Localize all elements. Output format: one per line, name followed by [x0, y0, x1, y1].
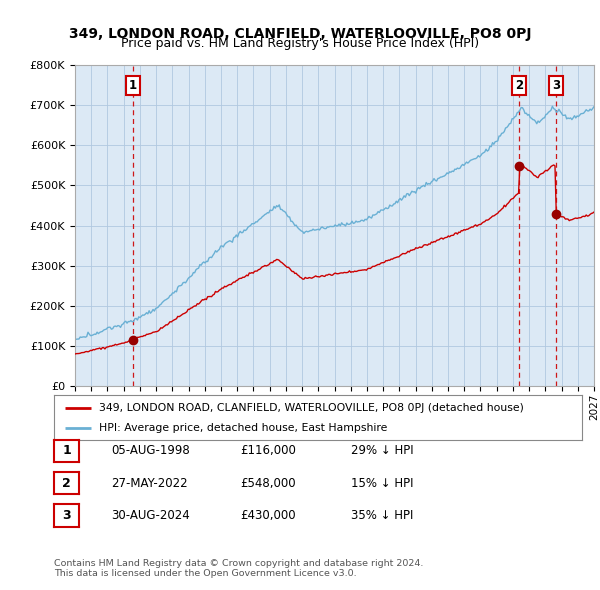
Text: HPI: Average price, detached house, East Hampshire: HPI: Average price, detached house, East…: [99, 423, 387, 433]
Text: £116,000: £116,000: [240, 444, 296, 457]
Text: £548,000: £548,000: [240, 477, 296, 490]
Text: Price paid vs. HM Land Registry's House Price Index (HPI): Price paid vs. HM Land Registry's House …: [121, 37, 479, 50]
Text: 3: 3: [62, 509, 71, 522]
Text: 15% ↓ HPI: 15% ↓ HPI: [351, 477, 413, 490]
Text: 349, LONDON ROAD, CLANFIELD, WATERLOOVILLE, PO8 0PJ: 349, LONDON ROAD, CLANFIELD, WATERLOOVIL…: [69, 27, 531, 41]
Text: 2: 2: [62, 477, 71, 490]
Text: 2: 2: [515, 79, 523, 92]
Text: 29% ↓ HPI: 29% ↓ HPI: [351, 444, 413, 457]
Text: 1: 1: [129, 79, 137, 92]
Text: 30-AUG-2024: 30-AUG-2024: [111, 509, 190, 522]
Text: 1: 1: [62, 444, 71, 457]
Text: Contains HM Land Registry data © Crown copyright and database right 2024.: Contains HM Land Registry data © Crown c…: [54, 559, 424, 568]
Text: 05-AUG-1998: 05-AUG-1998: [111, 444, 190, 457]
Text: This data is licensed under the Open Government Licence v3.0.: This data is licensed under the Open Gov…: [54, 569, 356, 578]
Text: 349, LONDON ROAD, CLANFIELD, WATERLOOVILLE, PO8 0PJ (detached house): 349, LONDON ROAD, CLANFIELD, WATERLOOVIL…: [99, 403, 524, 412]
Text: £430,000: £430,000: [240, 509, 296, 522]
Text: 35% ↓ HPI: 35% ↓ HPI: [351, 509, 413, 522]
Text: 3: 3: [552, 79, 560, 92]
Text: 27-MAY-2022: 27-MAY-2022: [111, 477, 188, 490]
